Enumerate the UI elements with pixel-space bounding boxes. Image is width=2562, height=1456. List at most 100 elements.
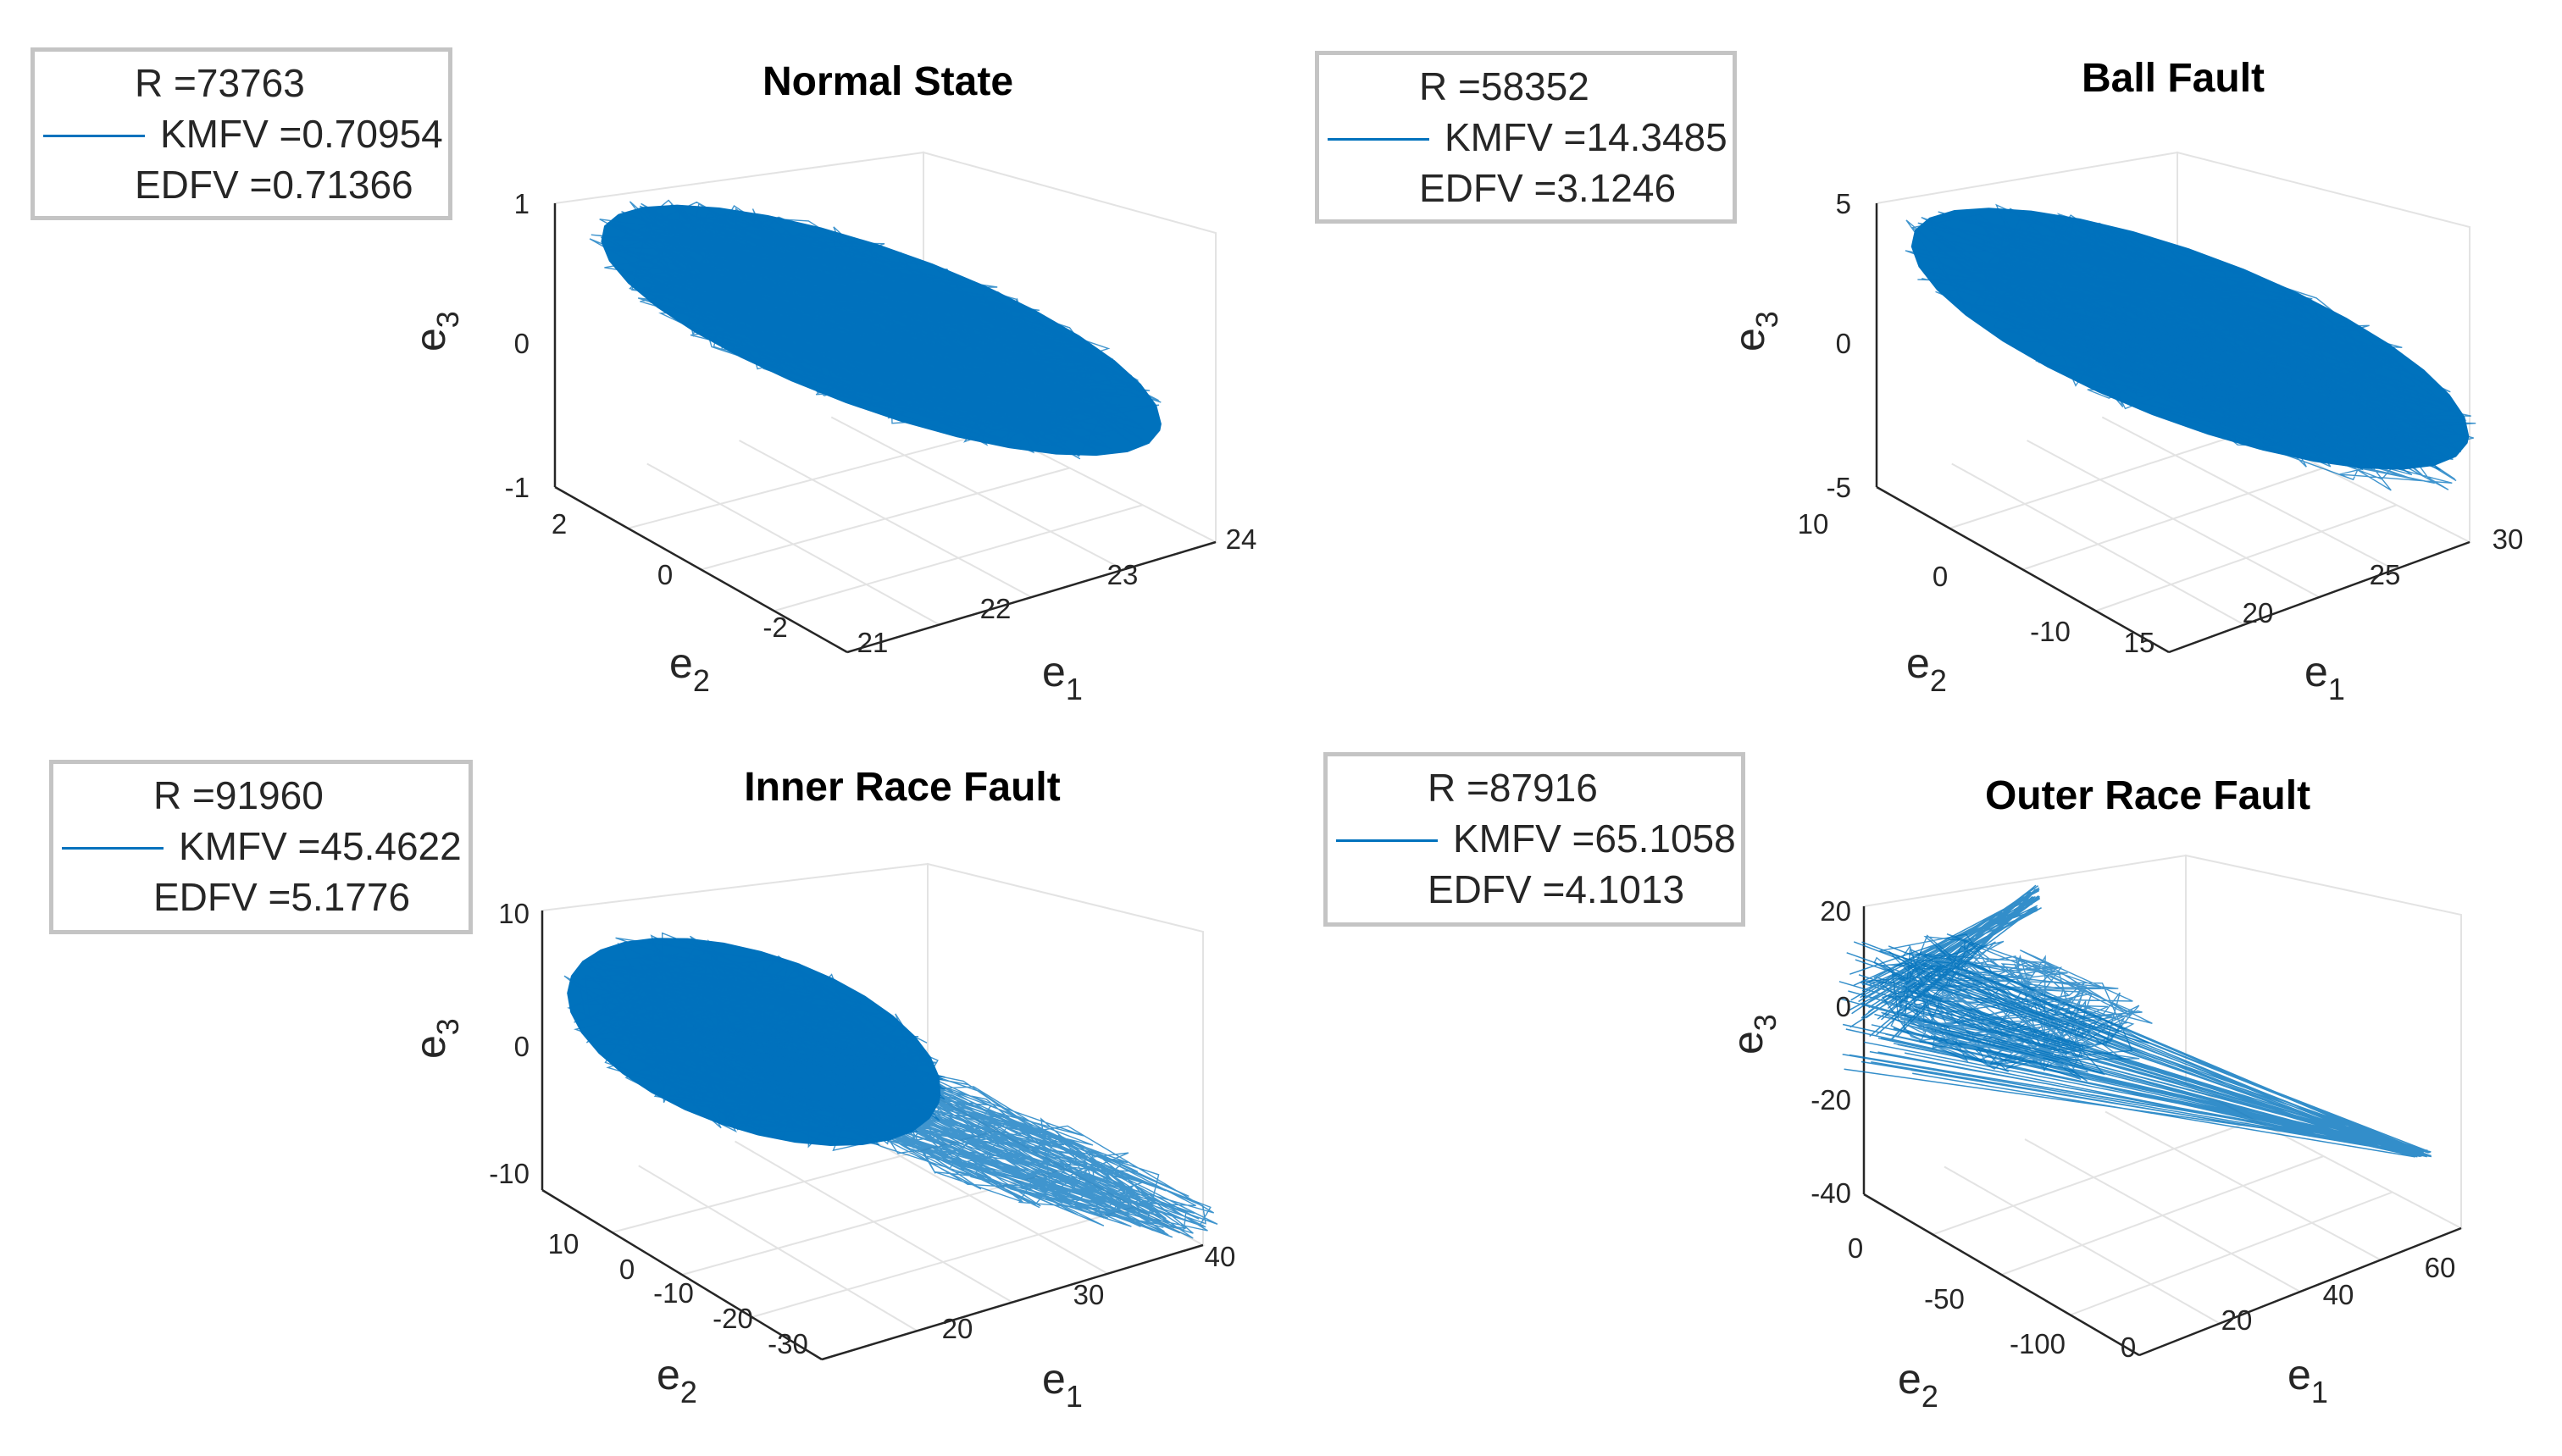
y-tick-label: 0 bbox=[1848, 1232, 1863, 1264]
ylabel-axis-label: e2 bbox=[657, 1351, 697, 1409]
x-tick-label: 30 bbox=[2493, 523, 2524, 555]
legend-text: KMFV =0.70954 bbox=[160, 112, 443, 156]
y-tick-label: -2 bbox=[762, 612, 787, 643]
legend-text: R =73763 bbox=[135, 61, 305, 105]
legend-box: R =87916 KMFV =65.1058 EDFV =4.1013 bbox=[1323, 752, 1745, 927]
legend-entry: EDFV =5.1776 bbox=[153, 872, 410, 922]
xlabel-axis-label: e1 bbox=[2288, 1351, 2328, 1409]
chart-title: Normal State bbox=[762, 59, 1013, 104]
legend-text: R =91960 bbox=[153, 773, 324, 817]
chart-panel-4: Outer Race Fault 20 0 -20 -40 0 -50 -100 0 20 40 60… bbox=[1724, 773, 2464, 1414]
legend-entry: KMFV =45.4622 bbox=[62, 822, 462, 871]
trajectory-line bbox=[1905, 203, 2476, 476]
z-tick-label: 5 bbox=[1836, 188, 1851, 219]
legend-entry: KMFV =65.1058 bbox=[1336, 814, 1736, 863]
chart-panel-2: Ball Fault 5 0 -5 10 0 -10 15 20 25 30 e3 e2 e1 bbox=[1726, 56, 2523, 706]
legend-entry: R =87916 bbox=[1428, 763, 1598, 812]
legend-entry: R =58352 bbox=[1419, 62, 1589, 111]
z-tick-label: -10 bbox=[489, 1158, 530, 1189]
x-tick-label: 20 bbox=[942, 1313, 973, 1344]
y-tick-label: -20 bbox=[713, 1303, 753, 1334]
axis-lines bbox=[541, 911, 1204, 1361]
xlabel-axis-label: e1 bbox=[2304, 648, 2345, 706]
legend-text: KMFV =14.3485 bbox=[1445, 115, 1727, 159]
chart-panel-1: Normal State 1 0 -1 2 0 -2 21 22 23 24 e3 e2 e1 bbox=[407, 59, 1256, 706]
legend-box: R =73763 KMFV =0.70954 EDFV =0.71366 bbox=[30, 47, 452, 220]
legend-line-swatch bbox=[1328, 138, 1429, 141]
legend-text: EDFV =3.1246 bbox=[1419, 166, 1677, 210]
ylabel-axis-label: e2 bbox=[669, 639, 710, 698]
legend-text: KMFV =45.4622 bbox=[179, 824, 462, 868]
x-tick-label: 15 bbox=[2124, 627, 2155, 658]
legend-text: KMFV =65.1058 bbox=[1453, 817, 1736, 861]
axis-lines bbox=[1875, 203, 2470, 654]
x-tick-label: 30 bbox=[1073, 1279, 1105, 1310]
trajectory-line bbox=[563, 932, 946, 1152]
legend-entry: EDFV =3.1246 bbox=[1419, 163, 1676, 213]
trajectory-line bbox=[2038, 304, 2457, 491]
legend-entry: KMFV =0.70954 bbox=[43, 109, 443, 158]
x-tick-label: 22 bbox=[980, 593, 1012, 624]
legend-line-swatch bbox=[62, 847, 164, 850]
y-tick-label: 2 bbox=[552, 508, 567, 540]
y-tick-label: -10 bbox=[2030, 616, 2071, 647]
y-tick-label: 0 bbox=[1933, 561, 1948, 592]
y-tick-label: -100 bbox=[2010, 1328, 2066, 1359]
x-tick-label: 40 bbox=[2323, 1279, 2354, 1310]
x-tick-label: 24 bbox=[1226, 523, 1257, 555]
zlabel-axis-label: e3 bbox=[1726, 311, 1784, 352]
legend-box: R =58352 KMFV =14.3485 EDFV =3.1246 bbox=[1315, 51, 1737, 224]
zlabel-axis-label: e3 bbox=[407, 1018, 465, 1059]
legend-box: R =91960 KMFV =45.4622 EDFV =5.1776 bbox=[49, 760, 473, 934]
z-tick-label: -1 bbox=[505, 472, 530, 503]
trajectory-spike bbox=[1838, 884, 2432, 1158]
z-tick-label: -20 bbox=[1811, 1084, 1851, 1116]
legend-entry: EDFV =0.71366 bbox=[135, 160, 413, 209]
legend-text: R =87916 bbox=[1428, 766, 1598, 810]
legend-text: EDFV =5.1776 bbox=[153, 875, 411, 919]
xlabel-axis-label: e1 bbox=[1042, 1355, 1083, 1414]
legend-entry: KMFV =14.3485 bbox=[1328, 113, 1727, 162]
chart-title: Inner Race Fault bbox=[744, 765, 1060, 810]
z-tick-label: 0 bbox=[1836, 991, 1851, 1022]
chart-title: Outer Race Fault bbox=[1985, 773, 2310, 818]
axis-lines bbox=[1862, 906, 2462, 1357]
z-tick-label: -5 bbox=[1827, 472, 1851, 503]
y-tick-label: -30 bbox=[768, 1328, 808, 1359]
y-tick-label: -10 bbox=[653, 1277, 694, 1309]
z-tick-label: 20 bbox=[1820, 895, 1851, 927]
z-tick-label: 10 bbox=[498, 898, 530, 929]
trajectory-series bbox=[1905, 203, 2476, 491]
legend-text: EDFV =0.71366 bbox=[135, 163, 413, 207]
x-tick-label: 40 bbox=[1205, 1241, 1236, 1272]
x-tick-label: 0 bbox=[2121, 1331, 2136, 1363]
y-tick-label: 10 bbox=[1798, 508, 1829, 540]
legend-text: EDFV =4.1013 bbox=[1428, 867, 1685, 911]
legend-text: R =58352 bbox=[1419, 64, 1589, 108]
zlabel-axis-label: e3 bbox=[407, 311, 465, 352]
legend-entry: R =73763 bbox=[135, 58, 305, 108]
chart-title: Ball Fault bbox=[2082, 56, 2265, 101]
legend-entry: R =91960 bbox=[153, 771, 324, 820]
trajectory-line bbox=[589, 199, 1162, 460]
x-tick-label: 20 bbox=[2221, 1304, 2253, 1336]
z-tick-label: 0 bbox=[1836, 328, 1851, 359]
zlabel-axis-label: e3 bbox=[1724, 1014, 1783, 1055]
legend-line-swatch bbox=[43, 135, 145, 137]
ylabel-axis-label: e2 bbox=[1898, 1355, 1938, 1414]
xlabel-axis-label: e1 bbox=[1042, 648, 1083, 706]
chart-panel-3: Inner Race Fault 10 0 -10 10 0 -10 -20 -30 20 30 40… bbox=[407, 765, 1235, 1414]
x-tick-label: 23 bbox=[1107, 559, 1139, 590]
y-tick-label: -50 bbox=[1924, 1283, 1965, 1315]
x-tick-label: 20 bbox=[2243, 597, 2274, 628]
x-tick-label: 60 bbox=[2425, 1252, 2456, 1283]
x-tick-label: 21 bbox=[857, 627, 889, 658]
trajectory-series bbox=[1838, 884, 2432, 1158]
axis-lines bbox=[553, 203, 1217, 654]
trajectory-series bbox=[589, 199, 1162, 460]
z-tick-label: -40 bbox=[1811, 1177, 1851, 1209]
ylabel-axis-label: e2 bbox=[1906, 639, 1947, 698]
z-tick-label: 0 bbox=[514, 328, 530, 359]
trajectory-series bbox=[563, 932, 1218, 1239]
